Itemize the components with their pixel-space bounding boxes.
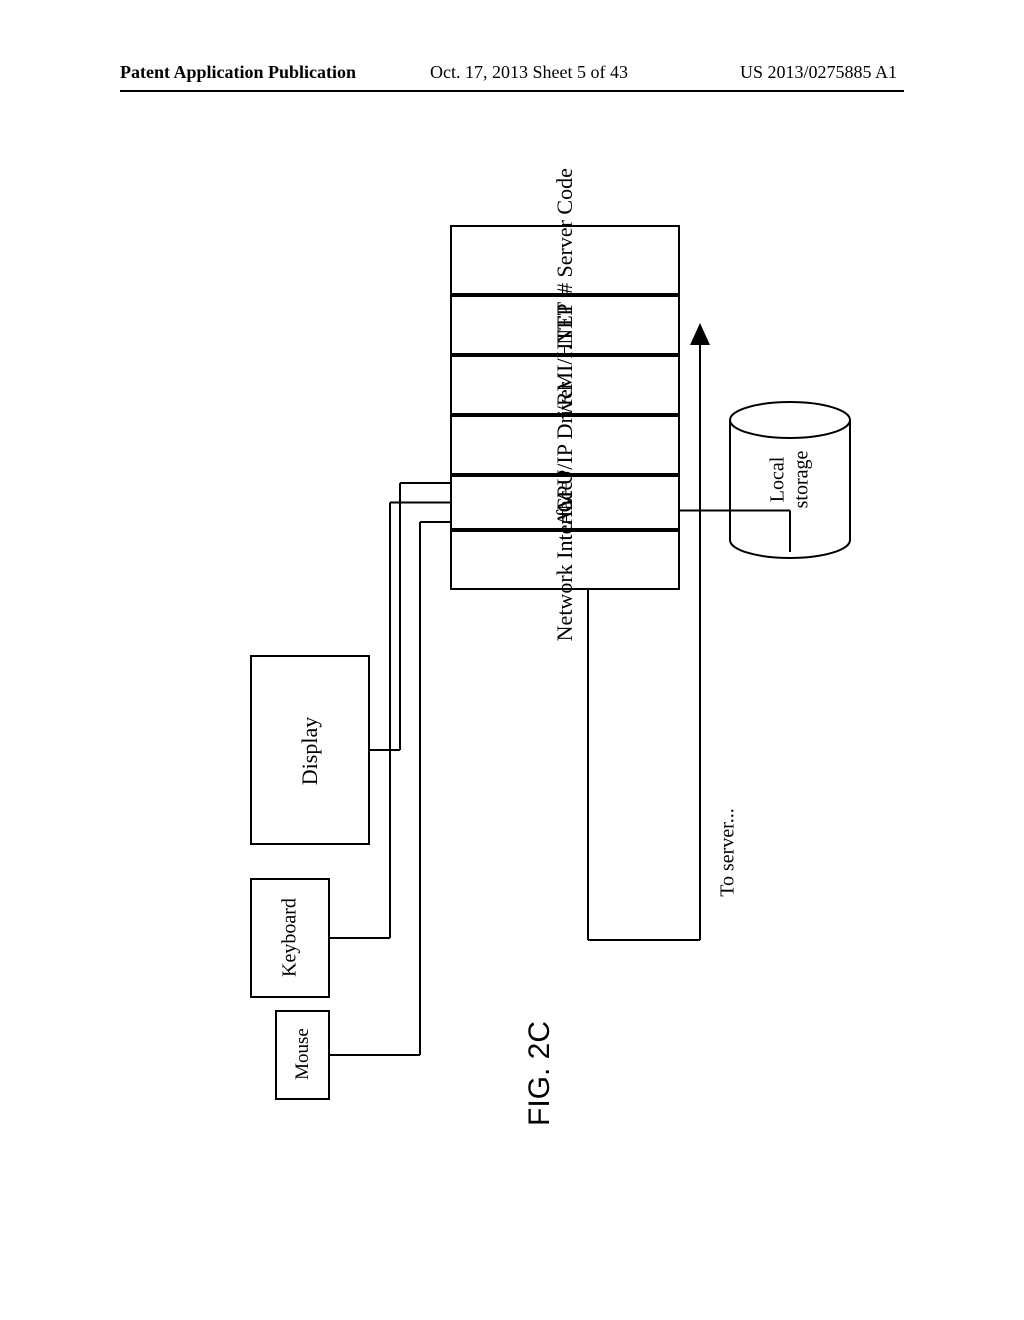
figure-caption: FIG. 2C xyxy=(523,986,557,1126)
storage-label-2: storage xyxy=(791,380,814,580)
storage-label-1: Local xyxy=(767,380,790,580)
stack-label-5: Network Interface xyxy=(552,461,578,661)
header-right: US 2013/0275885 A1 xyxy=(740,62,897,83)
header-center: Oct. 17, 2013 Sheet 5 of 43 xyxy=(430,62,628,83)
display-label: Display xyxy=(297,651,323,851)
mouse-label: Mouse xyxy=(292,954,314,1154)
to-server-label: To server... xyxy=(717,752,740,952)
header-left: Patent Application Publication xyxy=(120,62,356,83)
page: Patent Application Publication Oct. 17, … xyxy=(0,0,1024,1320)
figure-2c-diagram: Java/C# Server Code.NETSOAP/RMI/HTTPTCP/… xyxy=(120,180,904,1180)
header-rule xyxy=(120,90,904,92)
